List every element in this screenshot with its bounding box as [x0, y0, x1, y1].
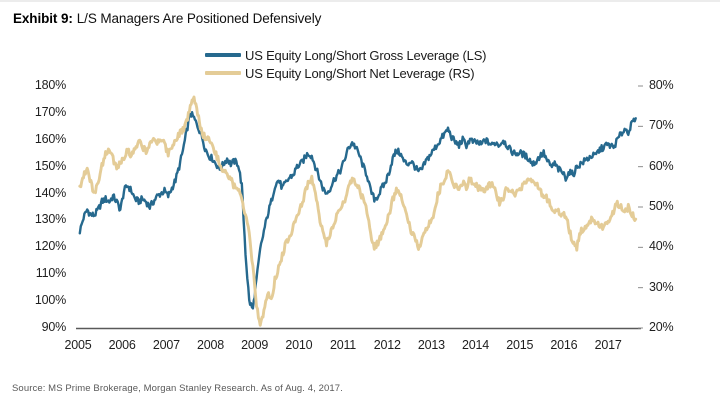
left-axis-tick-label: 110% [35, 266, 66, 281]
legend-label-net: US Equity Long/Short Net Leverage (RS) [245, 65, 475, 81]
x-axis-tick-label: 2011 [329, 338, 357, 352]
left-axis-tick-label: 120% [34, 239, 66, 254]
x-axis-tick-label: 2007 [152, 338, 180, 352]
net-leverage-swatch [205, 71, 241, 75]
left-axis-tick-label: 180% [34, 78, 66, 92]
left-axis-tick-label: 170% [34, 104, 66, 119]
right-axis-tick-label: 50% [649, 199, 674, 213]
legend-label-gross: US Equity Long/Short Gross Leverage (LS) [245, 47, 487, 63]
left-axis-tick-label: 130% [34, 212, 66, 227]
x-axis-tick-label: 2010 [285, 338, 313, 352]
legend-item-net: US Equity Long/Short Net Leverage (RS) [205, 64, 486, 82]
gross-leverage-swatch [205, 53, 241, 57]
net-leverage-line [78, 95, 638, 327]
x-axis-tick-label: 2017 [594, 338, 622, 352]
x-axis-tick-label: 2005 [64, 338, 92, 352]
right-axis-tick-label: 40% [649, 239, 674, 254]
x-axis-tick-label: 2012 [373, 338, 401, 352]
left-axis-tick-label: 150% [34, 158, 66, 173]
left-axis-tick-label: 160% [34, 131, 66, 146]
exhibit-title: Exhibit 9: L/S Managers Are Positioned De… [13, 11, 321, 26]
right-axis-tick-label: 80% [649, 78, 674, 92]
gross-leverage-line [78, 110, 637, 310]
right-axis-tick-label: 70% [649, 118, 674, 133]
x-axis-tick-label: 2015 [506, 338, 534, 352]
left-axis-tick-label: 90% [41, 320, 67, 334]
x-axis-tick-label: 2006 [108, 338, 136, 352]
legend-item-gross: US Equity Long/Short Gross Leverage (LS) [205, 46, 486, 64]
left-axis-tick-label: 140% [34, 185, 66, 200]
exhibit-title-text: L/S Managers Are Positioned Defensively [76, 11, 322, 26]
x-axis-tick-label: 2016 [550, 338, 578, 352]
x-axis-tick-label: 2014 [462, 338, 490, 352]
right-axis-tick-label: 60% [649, 158, 674, 173]
left-axis-tick-label: 100% [34, 293, 66, 308]
x-axis-tick-label: 2009 [241, 338, 269, 352]
source-note: Source: MS Prime Brokerage, Morgan Stanl… [12, 383, 343, 394]
exhibit-number: Exhibit 9: [13, 11, 73, 26]
chart-legend: US Equity Long/Short Gross Leverage (LS)… [205, 46, 486, 82]
x-axis-tick-label: 2008 [197, 338, 225, 352]
right-axis-tick-label: 20% [649, 320, 674, 334]
right-axis-tick-label: 30% [649, 279, 674, 294]
x-axis-tick-label: 2013 [417, 338, 445, 352]
